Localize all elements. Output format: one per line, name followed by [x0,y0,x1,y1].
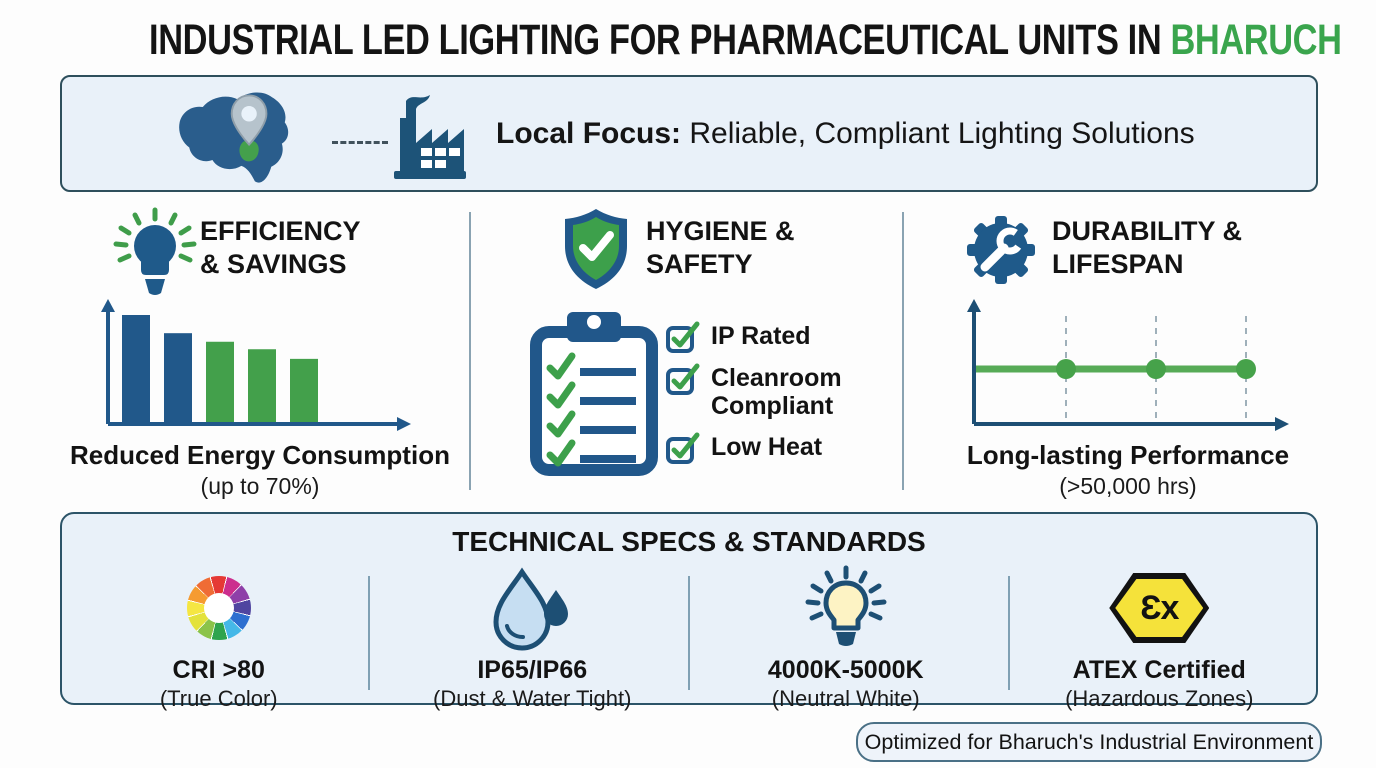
footer-badge-text: Optimized for Bharuch's Industrial Envir… [864,729,1314,754]
shield-check-icon [565,209,627,289]
spec-label: CRI >80 [172,656,265,684]
spec-label: 4000K-5000K [767,656,924,684]
efficiency-caption-sub: (up to 70%) [200,473,320,499]
checklist-item-cleanroom: Cleanroom Compliant [665,362,861,420]
led-bulb-icon [805,565,887,646]
color-wheel-icon [186,576,251,640]
specs-panel-title: TECHNICAL SPECS & STANDARDS [452,526,926,557]
efficiency-caption-main: Reduced Energy Consumption [70,440,450,470]
technical-specs-panel: TECHNICAL SPECS & STANDARDS CRI >80 (Tru… [60,512,1318,711]
atex-ex-glyph: Ɛx [1140,588,1179,627]
column-divider-2 [902,212,904,490]
durability-caption-main: Long-lasting Performance [966,440,1290,470]
spec-sub: (Dust & Water Tight) [433,686,632,711]
energy-bar-chart [88,296,418,441]
efficiency-caption: Reduced Energy Consumption (up to 70%) [62,440,458,500]
spec-label: ATEX Certified [1072,656,1246,684]
gujarat-map-icon [179,91,289,183]
hygiene-header: HYGIENE & SAFETY [646,215,795,281]
checklist-label: Low Heat [711,433,823,461]
dashed-connector [332,141,388,144]
efficiency-header-line2: & SAVINGS [200,249,347,279]
spec-label: IP65/IP66 [477,656,588,684]
page-title-main: INDUSTRIAL LED LIGHTING FOR PHARMACEUTIC… [149,16,1162,64]
spec-sub: (Hazardous Zones) [1065,686,1254,711]
checkbox-check-icon [666,432,700,464]
checklist-label: IP Rated [711,322,811,350]
durability-header-line1: DURABILITY & [1052,216,1243,246]
spec-sub: (True Color) [159,686,278,711]
spec-divider-2 [688,576,690,690]
durability-header: DURABILITY & LIFESPAN [1052,215,1242,281]
spec-divider-3 [1008,576,1010,690]
banner-label-bold: Local Focus: [496,116,682,150]
column-divider-1 [469,212,471,490]
bharuch-district-highlight [239,139,259,161]
durability-header-line2: LIFESPAN [1052,249,1184,279]
efficiency-header-line1: EFFICIENCY [200,216,361,246]
spec-divider-1 [368,576,370,690]
spec-item-atex: Ɛx ATEX Certified (Hazardous Zones) [1003,564,1317,712]
local-focus-banner: Local Focus: Reliable, Compliant Lightin… [60,75,1318,192]
banner-icons [172,80,470,188]
specs-row: CRI >80 (True Color) IP65/IP66 (Dust & W… [62,564,1316,712]
checklist-item-low-heat: Low Heat [665,431,822,465]
spec-item-ip: IP65/IP66 (Dust & Water Tight) [376,564,690,712]
footer-badge: Optimized for Bharuch's Industrial Envir… [856,722,1322,762]
spec-sub: (Neutral White) [771,686,920,711]
checkbox-check-icon [666,321,700,353]
water-droplets-icon [493,567,569,651]
checkbox-check-icon [666,363,700,395]
lifespan-line-chart [960,296,1295,441]
atex-hexagon-icon: Ɛx [1109,573,1210,643]
page-title: INDUSTRIAL LED LIGHTING FOR PHARMACEUTIC… [0,16,1376,65]
durability-caption: Long-lasting Performance (>50,000 hrs) [942,440,1314,500]
durability-caption-sub: (>50,000 hrs) [1059,473,1197,499]
checklist-item-ip-rated: IP Rated [665,320,811,354]
banner-label-rest: Reliable, Compliant Lighting Solutions [689,116,1195,150]
banner-text: Local Focus: Reliable, Compliant Lightin… [496,117,1195,151]
checklist-label: Cleanroom Compliant [711,364,842,420]
factory-icon [394,94,466,179]
spec-item-cri: CRI >80 (True Color) [62,564,376,712]
clipboard-checklist-icon [530,312,658,476]
efficiency-header: EFFICIENCY & SAVINGS [200,215,361,281]
page-title-highlight: BHARUCH [1170,16,1342,64]
spec-item-kelvin: 4000K-5000K (Neutral White) [689,564,1003,712]
gear-wrench-icon [967,216,1035,284]
hygiene-header-line1: HYGIENE & [646,216,795,246]
hygiene-header-line2: SAFETY [646,249,753,279]
lightbulb-rays-icon [113,207,197,295]
